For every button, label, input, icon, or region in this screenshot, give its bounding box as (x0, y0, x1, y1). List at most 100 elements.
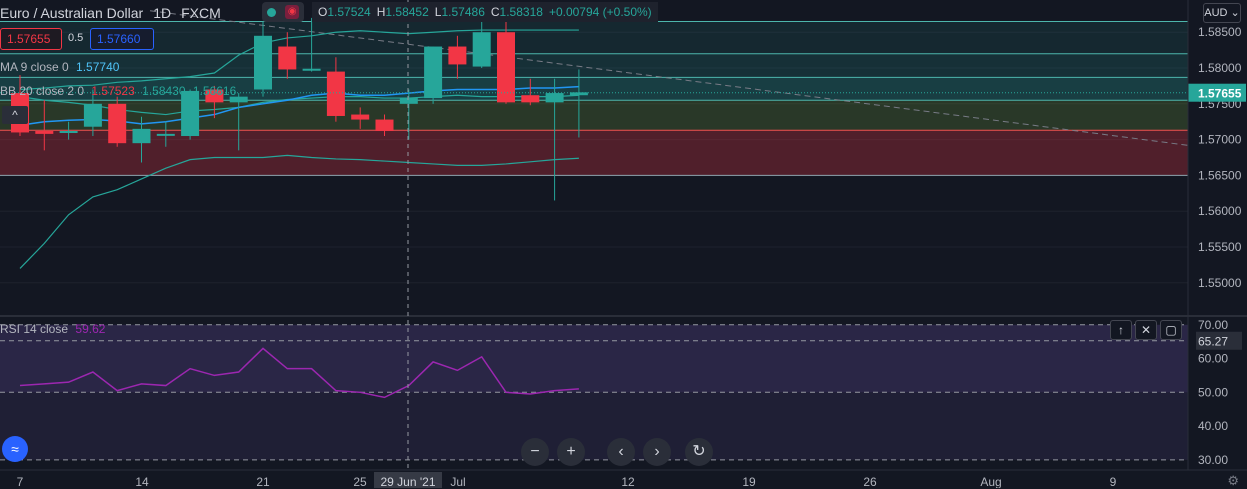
time-tick-label: 12 (621, 475, 635, 488)
chart-nav-bar: − + ‹ › ↻ (521, 438, 713, 466)
time-tick-label: 14 (135, 475, 149, 488)
candle-body (448, 46, 467, 65)
zone-lower (0, 130, 1188, 176)
change-value: +0.00794 (+0.50%) (548, 5, 652, 19)
rsi-name: RSI 14 close (0, 322, 69, 336)
rsi-tick-label: 30.00 (1198, 453, 1228, 467)
rsi-tick-label: 70.00 (1198, 318, 1228, 332)
bb-value-3: 1.56616 (192, 84, 237, 98)
zone-mid (0, 77, 1188, 101)
price-tick-label: 1.55000 (1198, 276, 1242, 290)
reset-chart-button[interactable]: ↻ (685, 438, 713, 466)
candle-body (326, 71, 345, 116)
market-status-icon (266, 7, 276, 17)
price-tick-label: 1.56500 (1198, 168, 1242, 182)
price-tick-label: 1.58500 (1198, 25, 1242, 39)
currency-selector[interactable]: AUD ⌄ (1203, 3, 1241, 23)
bb-lower-line (19, 154, 579, 269)
spread-value: 0.5 (68, 32, 84, 44)
bb-legend[interactable]: BB 20 close 2 0 1.57523 1.58430 1.56616 (0, 84, 236, 98)
tradingview-logo[interactable]: ≈ (2, 436, 28, 462)
time-tick-label: 25 (353, 475, 367, 488)
bb-name: BB 20 close 2 0 (0, 84, 85, 98)
rsi-tick-label: 60.00 (1198, 352, 1228, 366)
candle-body (472, 32, 491, 67)
settings-gear-icon[interactable]: ⚙ (1227, 473, 1239, 488)
series-toggles[interactable]: ◉ (262, 2, 304, 22)
zoom-in-button[interactable]: + (557, 438, 585, 466)
candle-body (108, 103, 127, 144)
bb-upper-line (19, 29, 579, 91)
candle-body (545, 93, 564, 103)
scroll-forward-button[interactable]: › (643, 438, 671, 466)
close-value: 1.58318 (499, 5, 543, 19)
time-tick-label: Jul (450, 475, 465, 488)
candle-body (521, 95, 540, 103)
chart-header: Euro / Australian Dollar 1D FXCM (0, 2, 221, 24)
last-price-badge (1188, 83, 1246, 102)
price-tick-label: 1.57000 (1198, 133, 1242, 147)
rsi-legend[interactable]: RSI 14 close 59.62 (0, 322, 105, 336)
rsi-tick-label: 40.00 (1198, 419, 1228, 433)
close-pane-button[interactable]: ✕ (1135, 320, 1157, 340)
scroll-back-button[interactable]: ‹ (607, 438, 635, 466)
candle-body (375, 119, 394, 132)
ma-value: 1.57740 (76, 60, 120, 74)
rsi-level-badge (1196, 331, 1242, 350)
candle-body (399, 98, 418, 104)
candle-body (83, 103, 102, 127)
rsi-tick-label: 50.00 (1198, 385, 1228, 399)
zone-upper (0, 21, 1188, 54)
time-tick-label: Aug (980, 475, 1001, 488)
time-tick-label: 7 (17, 475, 24, 488)
zone-mid-lower (0, 100, 1188, 131)
candle-body (351, 114, 370, 120)
bb-value-2: 1.58430 (142, 84, 186, 98)
interval-label[interactable]: 1D (153, 5, 172, 21)
candle-body (497, 32, 515, 103)
price-tick-label: 1.56000 (1198, 204, 1242, 218)
candle-body (132, 128, 151, 144)
visibility-icon[interactable]: ◉ (285, 5, 300, 19)
candle-body (278, 46, 297, 70)
time-tick-label: 26 (863, 475, 877, 488)
candle-body (302, 68, 321, 71)
source-label: FXCM (181, 5, 221, 21)
bb-value-1: 1.57523 (91, 84, 135, 98)
candle-body (35, 131, 54, 134)
collapse-legend-button[interactable]: ^ (2, 106, 28, 124)
buy-button[interactable]: 1.57660 (90, 28, 154, 50)
candle-body (254, 35, 272, 90)
crosshair-date-label: 29 Jun '21 (380, 475, 435, 488)
move-pane-up-button[interactable]: ↑ (1110, 320, 1132, 340)
maximize-pane-button[interactable]: ▢ (1160, 320, 1182, 340)
rsi-line (19, 347, 579, 399)
high-value: 1.58452 (385, 5, 429, 19)
candle-body (181, 90, 200, 137)
sell-button[interactable]: 1.57655 (0, 28, 62, 50)
crosshair-date-badge (374, 472, 442, 488)
rsi-level-label: 65.27 (1198, 335, 1228, 349)
trend-line (149, 10, 1189, 146)
ma-legend[interactable]: MA 9 close 0 1.57740 (0, 60, 119, 74)
time-tick-label: 19 (742, 475, 756, 488)
rsi-value: 59.62 (75, 322, 106, 336)
ohlc-legend: O1.57524 H1.58452 L1.57486 C1.58318 +0.0… (312, 2, 658, 22)
price-tick-label: 1.55500 (1198, 240, 1242, 254)
low-value: 1.57486 (441, 5, 485, 19)
time-tick-label: 21 (256, 475, 270, 488)
candle-body (205, 89, 224, 103)
candle-body (59, 131, 78, 134)
time-tick-label: 9 (1110, 475, 1117, 488)
symbol-name[interactable]: Euro / Australian Dollar (0, 5, 144, 21)
zoom-out-button[interactable]: − (521, 438, 549, 466)
last-price-label: 1.57655 (1198, 87, 1242, 101)
candle-body (569, 92, 588, 96)
ma-name: MA 9 close 0 (0, 60, 69, 74)
price-tick-label: 1.58000 (1198, 61, 1242, 75)
candle-body (424, 46, 443, 99)
zone-mid-upper (0, 53, 1188, 78)
candle-body (229, 96, 248, 103)
candle-body (156, 133, 175, 136)
